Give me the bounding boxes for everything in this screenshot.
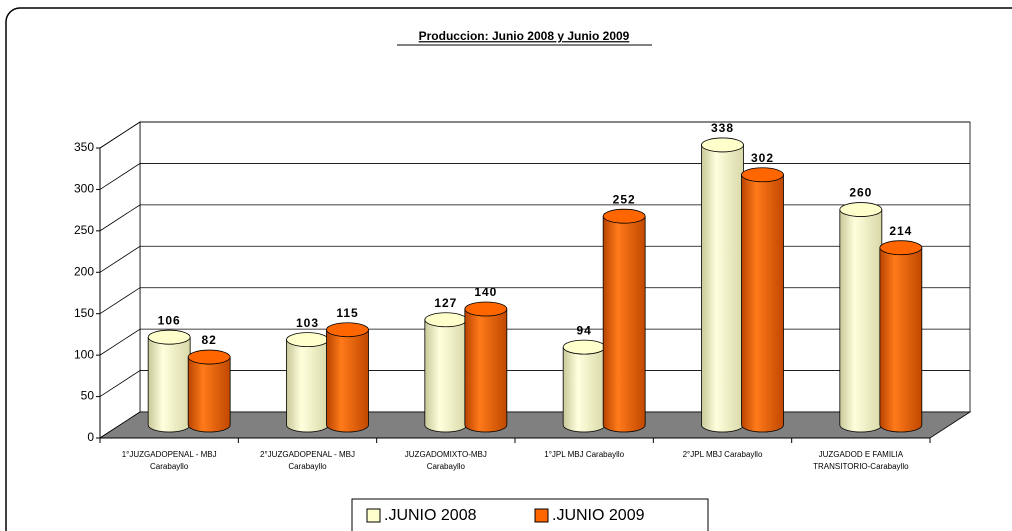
value-label: 302	[751, 151, 774, 165]
legend-box	[351, 498, 709, 531]
grid-line	[99, 163, 970, 190]
grid-line	[99, 245, 970, 273]
legend-label: .JUNIO 2009	[552, 507, 645, 524]
value-label: 214	[889, 224, 912, 238]
value-label: 115	[336, 306, 358, 320]
bar-top	[147, 329, 191, 345]
y-tick-label: 100	[74, 347, 94, 361]
bar	[879, 247, 923, 433]
bar	[326, 329, 369, 433]
bar-top	[286, 332, 329, 348]
value-label: 103	[296, 316, 319, 330]
y-tick-label: 350	[74, 140, 94, 154]
x-tick-label: JUZGADOD E FAMILIA TRANSITORIO-Carabayllo	[813, 450, 909, 471]
y-tick-label: 200	[74, 264, 94, 278]
x-tick-line: 2°JUZGADOPENAL - MBJ	[260, 450, 355, 459]
x-tick-line: TRANSITORIO-Carabayllo	[813, 462, 909, 471]
x-tick-line: JUZGADOD E FAMILIA	[819, 450, 904, 459]
y-tick-label: 50	[81, 389, 95, 403]
legend-swatch	[534, 508, 549, 523]
bar	[286, 339, 329, 433]
bar-top	[701, 137, 744, 153]
bar-top	[602, 208, 646, 224]
x-tick-label: JUZGADOMIXTO-MBJ Carabayllo	[405, 450, 487, 471]
bar	[701, 144, 744, 433]
x-tick-line: 2°JPL MBJ Carabayllo	[683, 450, 763, 459]
value-label: 106	[158, 313, 181, 327]
y-tick-label: 250	[74, 223, 94, 237]
x-tick-label: 1°JUZGADOPENAL - MBJ Carabayllo	[122, 450, 217, 471]
bar	[464, 308, 508, 433]
x-tick-label: 2°JPL MBJ Carabayllo	[683, 450, 763, 459]
side-wall	[99, 121, 141, 439]
bar-top	[879, 240, 923, 256]
bar-top	[839, 202, 883, 217]
y-tick-label: 150	[74, 306, 94, 320]
x-tick-line: JUZGADOMIXTO-MBJ	[405, 450, 487, 459]
bar-top	[562, 339, 606, 355]
bar	[147, 336, 191, 433]
value-label: 140	[474, 285, 497, 299]
x-tick-label: 1°JPL MBJ Carabayllo	[544, 450, 624, 459]
value-label: 94	[576, 323, 591, 337]
chart-title: Produccion: Junio 2008 y Junio 2009	[419, 29, 630, 43]
y-tick-label: 0	[87, 430, 94, 444]
x-tick-label: 2°JUZGADOPENAL - MBJ Carabayllo	[260, 450, 355, 471]
grid-line	[99, 328, 970, 356]
value-label: 82	[201, 333, 216, 347]
grid-line	[99, 287, 970, 315]
x-tick-line: 1°JPL MBJ Carabayllo	[544, 450, 624, 459]
x-tick-line: Carabayllo	[288, 462, 327, 471]
legend-label: .JUNIO 2008	[384, 507, 477, 524]
value-label: 260	[849, 186, 872, 200]
bar	[602, 215, 646, 433]
bar	[839, 209, 883, 433]
bar-top	[187, 349, 231, 365]
bar-top	[464, 301, 508, 317]
legend-swatch	[366, 508, 381, 523]
grid-line	[99, 121, 970, 149]
grid-line	[99, 370, 970, 397]
bar	[562, 346, 606, 433]
x-tick-line: Carabayllo	[150, 462, 189, 471]
bar-top	[424, 312, 468, 328]
bar-top	[326, 322, 369, 338]
x-tick-line: 1°JUZGADOPENAL - MBJ	[122, 450, 217, 459]
grid-line	[99, 204, 970, 232]
value-label: 338	[711, 121, 734, 135]
value-label: 127	[434, 296, 457, 310]
bar	[741, 174, 784, 433]
x-tick-line: Carabayllo	[427, 462, 466, 471]
y-tick-label: 300	[74, 182, 94, 196]
value-label: 252	[613, 192, 636, 206]
bar-top	[741, 167, 784, 183]
bar	[424, 319, 468, 433]
bar	[187, 356, 231, 433]
